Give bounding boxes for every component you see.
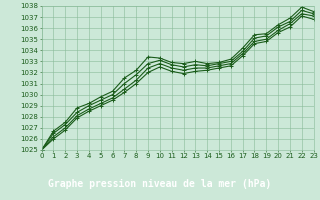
Text: Graphe pression niveau de la mer (hPa): Graphe pression niveau de la mer (hPa) — [48, 179, 272, 189]
